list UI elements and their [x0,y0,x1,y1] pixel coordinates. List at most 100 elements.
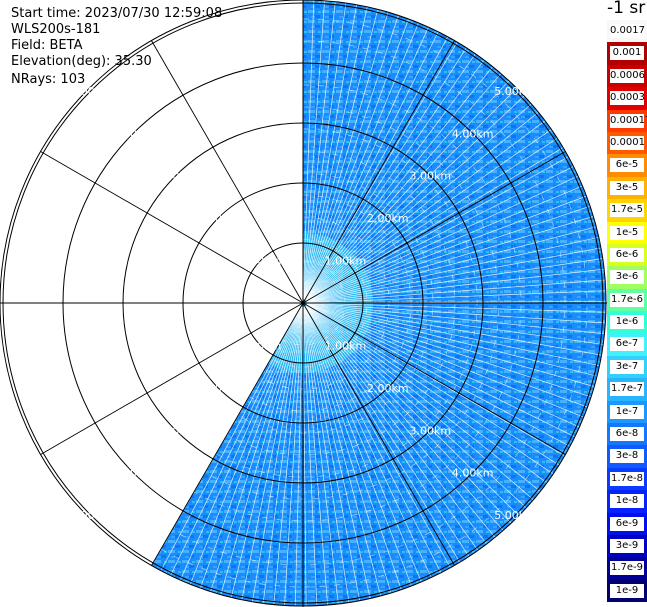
ray-gap [306,138,558,302]
colorbar-tick-label: 3e-9 [610,538,644,553]
colorbar-tick-label: 6e-7 [610,337,644,352]
ray-gap [210,306,303,592]
gate-gap [259,216,390,390]
ray-gap [294,306,304,606]
ray-gap [305,120,546,301]
ray-gap [306,195,587,302]
colorbar-tick-label: 6e-8 [610,427,644,442]
ring-label: 2.00km [367,382,409,395]
colorbar-cell: 3e-6 [607,266,647,289]
ray-gap [304,53,476,300]
ray-gap [304,41,458,300]
colorbar-tick-label: 1.7e-8 [610,471,644,486]
azimuth-spoke [40,151,304,304]
colorbar-cell: 0.0001 [607,131,647,155]
colorbar-cell: 1e-7 [607,400,647,424]
grid-layer [0,0,607,607]
ray-gap [304,306,422,583]
ray-gap [306,302,606,313]
colorbar-tick-label: 1e-8 [610,494,644,509]
colorbar-cell: 3e-9 [607,534,647,558]
elevation-label: Elevation(deg): 35.30 [11,54,152,69]
ray-gap [305,305,512,524]
ray-gap [306,147,564,302]
ring-label: 4.00km [452,467,494,480]
colorbar-tick-label: 1e-5 [610,225,644,240]
colorbar-cell: 1e-8 [607,490,647,513]
ray-gap [306,236,599,303]
ray-gap [306,185,583,302]
ray-gap [306,303,604,345]
ray-gap [160,306,302,571]
colorbar-cell: 6e-7 [607,333,647,356]
ray-gap [303,4,357,300]
ring-label: 5.00km [70,85,112,98]
ring-label: 3.00km [409,170,451,183]
ray-gap [306,129,552,301]
colorbar-tick-label: 0.0017 [610,24,645,38]
colorbar-cell: 1.7e-5 [607,199,647,222]
gate-gap [281,260,346,346]
colorbar-cell: 1.7e-8 [607,467,647,491]
ray-gap [220,306,303,595]
ray-gap [304,306,432,578]
ring-label: 2.00km [367,212,409,225]
ray-gap [305,305,487,545]
azimuth-spoke [302,302,455,566]
colorbar-cell: 3e-8 [607,445,647,468]
ring-label: 3.00km [155,170,197,183]
colorbar-cell: 6e-8 [607,423,647,446]
ring-label: 4.00km [113,467,155,480]
colorbar-tick-label: 3e-6 [610,270,644,285]
colorbar-tick-label: 1e-7 [610,404,644,419]
ray-gap [303,306,371,599]
gate-gap [171,40,566,566]
colorbar: 0.0017 0.001 0.0006 0.0003 0.00017 0.0001 6e-5… [607,20,647,603]
colorbar-tick-label: 0.00017 [610,113,647,128]
ray-gap [303,9,379,300]
colorbar-tick-label: 1e-9 [610,583,644,598]
ray-gap [306,268,605,303]
ray-gap [306,303,598,377]
gate-gap [215,128,478,478]
ray-gap [306,304,554,475]
ray-gap [306,303,605,335]
start-time-label: Start time: 2023/07/30 12:59:08 [11,6,223,21]
colorbar-tick-label: 0.0001 [610,135,645,150]
ring-label: 3.00km [155,424,197,437]
ring-label: 3.00km [409,424,451,437]
gate-gap [248,194,412,412]
ray-gap [241,306,303,600]
ray-gap [305,66,493,301]
field-label: Field: BETA [11,38,83,53]
ray-gap [273,306,303,605]
ray-gap [306,305,548,484]
ray-gap [304,306,451,568]
colorbar-tick-label: 0.0006 [610,68,645,83]
ray-gap [304,306,412,587]
ray-gap [170,306,302,576]
ray-gap [305,305,520,516]
ray-gap [304,306,461,563]
ring-label: 1.00km [325,255,367,268]
colorbar-cell: 1e-5 [607,221,647,244]
ray-gap [305,59,485,301]
ray-gap [306,303,602,356]
colorbar-tick-label: 3e-5 [610,180,644,195]
ray-gap [304,22,419,300]
colorbar-tick-label: 1.7e-9 [610,561,644,576]
ray-gap [305,73,502,301]
ray-gap [304,27,429,300]
ray-gap [306,304,584,418]
azimuth-spoke [302,40,455,304]
ray-gap [304,306,442,573]
azimuth-spoke [151,302,304,566]
ring-label: 5.00km [494,509,536,522]
ray-gap [306,304,560,466]
ray-gap [306,304,580,428]
ray-gap [200,306,302,589]
colorbar-tick-label: 0.0003 [610,91,645,106]
ppi-plot: 1.00km 2.00km 3.00km 4.00km 5.00km 1.00km 2.00… [0,0,607,607]
ring-label: 2.00km [197,382,239,395]
ray-gap [303,1,336,300]
